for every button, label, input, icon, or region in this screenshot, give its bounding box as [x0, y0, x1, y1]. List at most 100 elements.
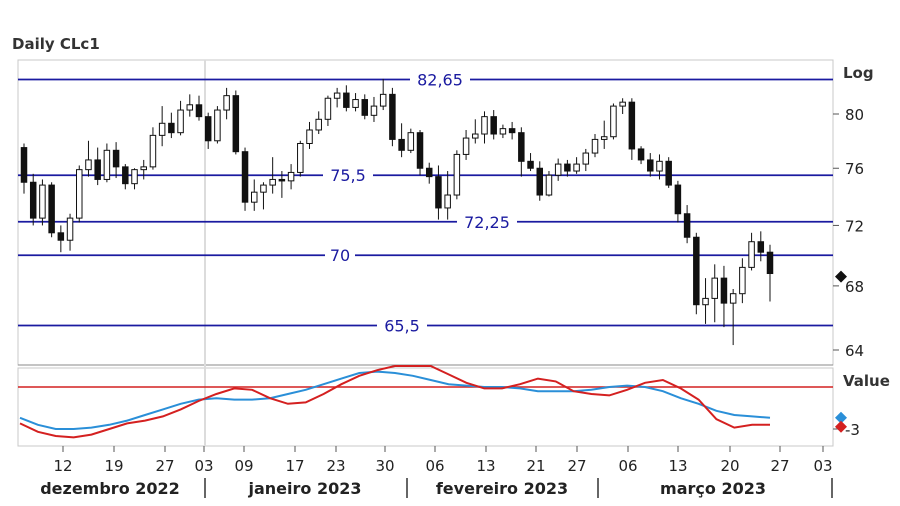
- level-label-bg: [410, 69, 470, 90]
- month-label: janeiro 2023: [248, 479, 362, 498]
- candle-body: [435, 176, 442, 209]
- x-tick-label: 06: [618, 457, 637, 475]
- candle-body: [333, 92, 341, 99]
- x-tick-label: 27: [770, 457, 789, 475]
- candle-body: [297, 142, 304, 173]
- candle-body: [250, 191, 258, 203]
- candle-body: [186, 104, 194, 111]
- y-tick-label: 64: [845, 342, 864, 360]
- candle-body: [94, 159, 101, 180]
- candle-body: [518, 132, 525, 162]
- month-label: fevereiro 2023: [436, 479, 568, 498]
- indicator-blue-line: [19, 370, 771, 430]
- indicator-blue-marker: [835, 411, 847, 424]
- x-tick-label: 20: [720, 457, 739, 475]
- candle-body: [76, 169, 83, 219]
- level-label: 72,25: [464, 213, 510, 232]
- candle-body: [647, 159, 654, 172]
- price-axis: 64 68 72 76 80: [833, 106, 864, 360]
- candle-body: [315, 118, 322, 131]
- candle-body: [214, 109, 221, 142]
- candle-body: [683, 213, 691, 238]
- indicator-red-line: [19, 365, 770, 439]
- candle-body: [407, 132, 415, 151]
- y-tick-label: 76: [845, 160, 864, 178]
- x-tick-label: 13: [476, 457, 495, 475]
- candle-body: [702, 297, 709, 306]
- candle-body: [57, 232, 65, 241]
- candle-body: [204, 116, 212, 142]
- x-tick-label: 12: [53, 457, 72, 475]
- level-label: 70: [330, 246, 350, 265]
- candle-body: [269, 178, 276, 186]
- month-label: dezembro 2022: [40, 479, 180, 498]
- candle-body: [278, 178, 286, 182]
- candle-body: [389, 93, 396, 140]
- x-tick-label: 06: [425, 457, 444, 475]
- candle-body: [29, 181, 37, 219]
- y-tick-label: 80: [845, 106, 864, 124]
- candle-body: [628, 101, 636, 150]
- level-label-bg: [377, 315, 427, 336]
- candle-body: [665, 160, 672, 186]
- x-tick-label: 21: [526, 457, 545, 475]
- indicator-red-marker: [835, 420, 847, 433]
- candle-body: [306, 129, 313, 144]
- candle-body: [398, 138, 405, 151]
- candle-body: [693, 236, 700, 306]
- chart-title: Daily CLc1: [12, 35, 100, 53]
- candle-body: [140, 166, 147, 171]
- month-label: março 2023: [660, 479, 766, 498]
- x-tick-label: 17: [285, 457, 304, 475]
- candle-body: [739, 266, 746, 295]
- candle-body: [361, 99, 369, 116]
- x-tick-label: 13: [668, 457, 687, 475]
- candle-body: [610, 105, 617, 138]
- candle-body: [444, 194, 451, 209]
- candle-body: [352, 99, 359, 108]
- candle-body: [85, 159, 92, 171]
- candle-body: [748, 241, 755, 268]
- price-panel: [17, 59, 834, 366]
- candle-body: [545, 174, 553, 196]
- candle-body: [232, 95, 240, 153]
- candle-body: [674, 184, 682, 215]
- level-label: 75,5: [330, 166, 366, 185]
- candle-body: [536, 167, 544, 196]
- candle-body: [112, 149, 120, 168]
- candle-body: [223, 95, 230, 111]
- candle-body: [103, 149, 111, 180]
- candle-body: [260, 184, 267, 193]
- candle-body: [481, 116, 488, 135]
- x-tick-label: 27: [567, 457, 586, 475]
- x-tick-label: 09: [234, 457, 253, 475]
- price-scale-label: Log: [843, 64, 874, 82]
- indicator-lines: -3: [18, 365, 860, 439]
- candle-body: [766, 251, 774, 275]
- candle-body: [573, 163, 580, 172]
- candle-body: [379, 93, 387, 107]
- x-tick-label: 23: [326, 457, 345, 475]
- level-label-bg: [323, 165, 373, 186]
- y-tick-label: 72: [845, 217, 864, 235]
- candle-body: [287, 171, 295, 182]
- candle-body: [720, 277, 728, 304]
- x-tick-label: 30: [375, 457, 394, 475]
- candle-body: [462, 137, 470, 155]
- candle-body: [241, 151, 249, 203]
- candle-body: [729, 293, 737, 304]
- candle-body: [757, 241, 765, 253]
- candle-body: [711, 277, 718, 299]
- x-tick-label: 19: [104, 457, 123, 475]
- candle-body: [656, 160, 663, 172]
- candle-body: [122, 166, 129, 185]
- candle-body: [158, 122, 166, 136]
- candle-body: [582, 152, 590, 165]
- x-tick-label: 03: [194, 457, 213, 475]
- candle-body: [66, 217, 74, 241]
- candle-body: [324, 97, 332, 120]
- y-tick-label: 68: [845, 278, 864, 296]
- candle-body: [591, 138, 599, 154]
- candle-body: [177, 109, 184, 134]
- x-tick-label: 27: [155, 457, 174, 475]
